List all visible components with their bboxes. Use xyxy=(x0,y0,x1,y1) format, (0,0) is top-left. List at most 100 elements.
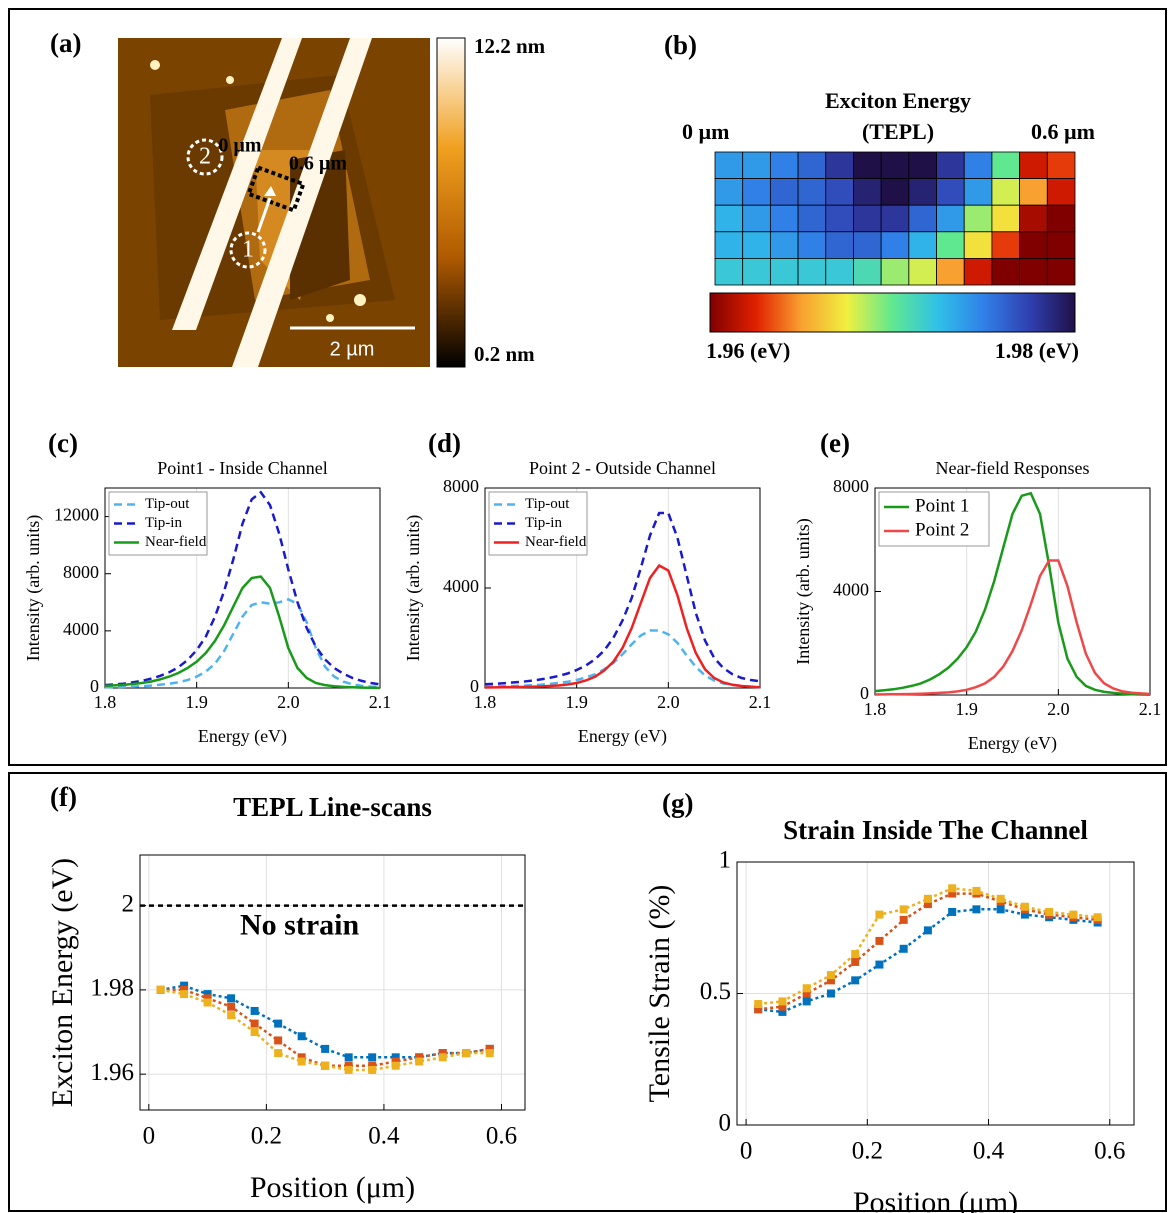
marker xyxy=(391,1057,400,1066)
panel-label: (d) xyxy=(428,428,461,458)
marker xyxy=(250,1019,259,1028)
x-tick-label: 0.4 xyxy=(368,1123,400,1150)
marker xyxy=(297,1053,306,1062)
series-line xyxy=(758,887,1098,1006)
heatmap-cell xyxy=(769,231,799,259)
heatmap-cell xyxy=(908,151,937,180)
x-tick-label: 1.8 xyxy=(94,692,117,712)
series-line xyxy=(484,563,761,689)
marker xyxy=(368,1065,377,1074)
series-line xyxy=(104,575,381,690)
heatmap-cell xyxy=(936,257,965,286)
x-tick-label: 2.0 xyxy=(657,692,680,712)
x-tick-label: 0.2 xyxy=(251,1123,282,1150)
marker xyxy=(972,886,981,895)
marker xyxy=(203,998,212,1007)
heatmap-cell xyxy=(825,231,854,259)
marker xyxy=(250,1006,259,1015)
plot-frame xyxy=(104,487,381,689)
heatmap-cell xyxy=(769,151,799,180)
heatmap-cell xyxy=(797,204,827,233)
heatmap-cell xyxy=(936,151,965,180)
y-axis-label: Tensile Strain (%) xyxy=(643,885,676,1103)
heatmap-cell xyxy=(963,231,993,259)
chart-title: Point 2 - Outside Channel xyxy=(529,458,716,478)
marker xyxy=(180,981,189,990)
marker xyxy=(923,926,932,935)
heatmap-cell xyxy=(825,178,854,206)
heatmap-cell xyxy=(991,151,1021,180)
marker xyxy=(778,1007,787,1016)
legend-label: Near-field xyxy=(525,534,587,550)
plot-frame xyxy=(874,487,1151,696)
x-tick-label: 2.0 xyxy=(1047,699,1070,719)
heatmap-cell xyxy=(714,204,744,233)
legend-label: Point 1 xyxy=(915,495,969,516)
heatmap-cell xyxy=(991,204,1021,233)
y-tick-label: 1.96 xyxy=(90,1059,134,1086)
heatmap-cell xyxy=(991,178,1021,206)
marker xyxy=(948,884,957,893)
series-line xyxy=(874,559,1151,696)
chart-title: Point1 - Inside Channel xyxy=(157,458,327,478)
heatmap-cell xyxy=(797,257,827,286)
colorbar-label: 12.2 nm xyxy=(474,34,546,58)
x-tick-label: 1.9 xyxy=(185,692,208,712)
x-tick-label: 0 xyxy=(143,1123,156,1150)
top-frame xyxy=(8,8,1167,766)
marker xyxy=(899,915,908,924)
marker xyxy=(754,1005,763,1014)
heatmap-cell xyxy=(880,178,910,206)
marker xyxy=(875,960,884,969)
marker xyxy=(851,957,860,966)
x-tick-label: 0.6 xyxy=(486,1123,517,1150)
heatmap-cell xyxy=(1046,204,1076,233)
marker xyxy=(321,1044,330,1053)
x-tick-label: 1.9 xyxy=(565,692,588,712)
x-tick-label: 1.8 xyxy=(474,692,497,712)
marker xyxy=(203,994,212,1003)
heatmap-title: Exciton Energy xyxy=(825,88,971,113)
marker xyxy=(344,1061,353,1070)
heatmap-cell xyxy=(853,257,882,286)
heatmap-cell xyxy=(853,151,882,180)
marker xyxy=(344,1053,353,1062)
heatmap-cell xyxy=(853,231,882,259)
marker xyxy=(1093,913,1102,922)
colorbar-label: 1.98 (eV) xyxy=(995,338,1079,363)
image-annotation: 0.6 µm xyxy=(289,153,348,175)
marker xyxy=(972,905,981,914)
marker xyxy=(802,997,811,1006)
heatmap-cell xyxy=(991,231,1021,259)
panel-label: (a) xyxy=(50,28,81,58)
y-tick-label: 8000 xyxy=(443,476,479,496)
image-annotation: 0 µm xyxy=(218,135,262,157)
marker xyxy=(1020,902,1029,911)
series-line xyxy=(160,988,490,1067)
marker xyxy=(297,1032,306,1041)
chart-title: Near-field Responses xyxy=(935,458,1089,478)
marker xyxy=(391,1053,400,1062)
image-annotation: 2 xyxy=(199,144,211,170)
heatmap-cell xyxy=(825,257,854,286)
marker xyxy=(754,1000,763,1009)
x-axis-label: Energy (eV) xyxy=(198,726,287,747)
series-line xyxy=(104,490,381,687)
legend-box xyxy=(108,491,208,556)
heatmap-cell xyxy=(742,178,771,206)
marker xyxy=(156,985,165,994)
plot-frame xyxy=(736,861,1135,1126)
plot-frame xyxy=(139,854,526,1111)
heatmap-cell xyxy=(769,257,799,286)
panel-label: (b) xyxy=(664,30,697,60)
marker xyxy=(826,989,835,998)
marker xyxy=(462,1049,471,1058)
series-line xyxy=(104,598,381,689)
y-tick-label: 4000 xyxy=(63,619,99,639)
x-axis-label: Energy (eV) xyxy=(578,726,667,747)
x-tick-label: 0 xyxy=(740,1138,753,1165)
heatmap-cell xyxy=(742,151,771,180)
panel-label: (c) xyxy=(48,428,78,458)
chart-title: Strain Inside The Channel xyxy=(783,815,1088,845)
heatmap-cell xyxy=(1019,231,1048,259)
